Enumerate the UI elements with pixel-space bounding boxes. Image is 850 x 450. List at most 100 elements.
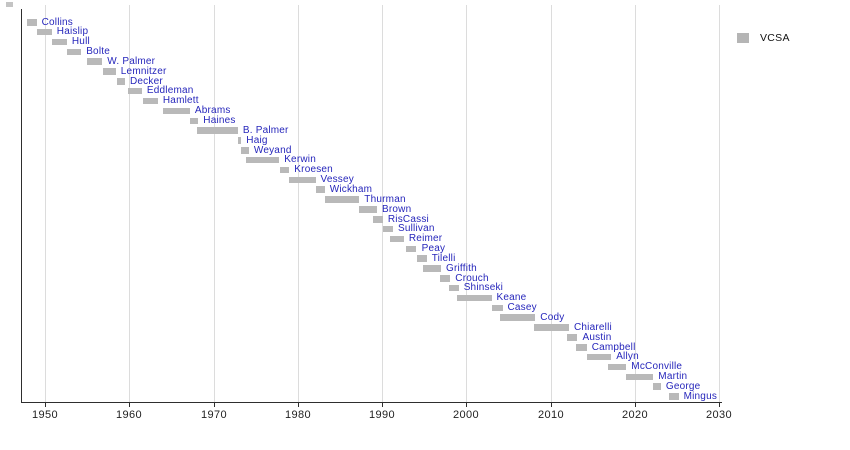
person-label-b-palmer[interactable]: B. Palmer [242,124,289,136]
person-label-hull[interactable]: Hull [71,36,90,48]
tenure-bar-collins[interactable] [26,19,37,26]
tenure-bar-decker[interactable] [116,78,125,85]
tenure-bar-griffith[interactable] [423,265,441,272]
tenure-bar-reimer[interactable] [390,235,404,243]
gridline-1990 [382,5,383,402]
person-label-vessey[interactable]: Vessey [320,174,354,186]
axis-tick-1950 [45,402,46,407]
gridline-1960 [129,5,130,402]
tenure-bar-eddleman[interactable] [128,87,142,95]
axis-tick-label-1990: 1990 [368,409,396,421]
axis-tick-label-1970: 1970 [200,409,228,421]
person-label-wickham[interactable]: Wickham [329,183,373,195]
tenure-bar-lemnitzer[interactable] [103,68,116,75]
person-label-casey[interactable]: Casey [507,302,537,314]
tenure-bar-thurman[interactable] [324,196,360,203]
tenure-bar-george[interactable] [652,383,661,390]
tenure-bar-mingus[interactable] [668,393,679,400]
gridline-1950 [45,5,46,402]
person-label-haines[interactable]: Haines [203,115,236,126]
person-label-bolte[interactable]: Bolte [86,46,110,57]
tenure-bar-weyand[interactable] [241,147,249,154]
tenure-bar-tilelli[interactable] [416,255,427,262]
tenure-bar-wickham[interactable] [315,186,325,193]
axis-tick-label-2000: 2000 [452,409,480,421]
person-label-reimer[interactable]: Reimer [408,233,443,245]
axis-tick-1980 [298,402,299,407]
tenure-bar-haines[interactable] [189,117,199,124]
tenure-bar-w-palmer[interactable] [87,58,103,65]
person-label-campbell[interactable]: Campbell [591,341,636,353]
person-label-riscassi[interactable]: RisCassi [387,213,429,225]
gridline-2000 [466,5,467,402]
person-label-eddleman[interactable]: Eddleman [146,85,194,97]
tenure-bar-bolte[interactable] [66,48,82,55]
tenure-bar-hamlett[interactable] [142,97,158,105]
gridline-1970 [214,5,215,402]
tenure-bar-abrams[interactable] [163,107,190,115]
person-label-crouch[interactable]: Crouch [455,272,489,284]
tenure-bar-shinseki[interactable] [449,284,459,292]
person-label-weyand[interactable]: Weyand [253,144,292,156]
tenure-bar-peay[interactable] [406,245,417,252]
axis-tick-label-1960: 1960 [115,409,143,421]
person-label-griffith[interactable]: Griffith [446,262,477,274]
axis-tick-2020 [635,402,636,407]
tenure-bar-cody[interactable] [500,314,536,321]
person-label-abrams[interactable]: Abrams [194,105,231,117]
axis-tick-label-1950: 1950 [31,409,59,421]
person-label-cody[interactable]: Cody [540,311,565,323]
person-label-hamlett[interactable]: Hamlett [162,95,199,107]
tenure-bar-chiarelli[interactable] [533,324,570,331]
tenure-bar-martin[interactable] [626,373,654,380]
person-label-w-palmer[interactable]: W. Palmer [107,55,156,67]
gridline-2010 [551,5,552,402]
person-label-decker[interactable]: Decker [130,75,163,87]
person-label-kerwin[interactable]: Kerwin [284,154,316,166]
person-label-martin[interactable]: Martin [658,371,688,382]
person-label-kroesen[interactable]: Kroesen [294,164,333,176]
tenure-bar-keane[interactable] [457,294,492,302]
gridline-1980 [298,5,299,402]
person-label-allyn[interactable]: Allyn [616,351,639,363]
person-label-collins[interactable]: Collins [41,16,74,28]
tenure-bar-sullivan[interactable] [382,225,393,233]
person-label-haislip[interactable]: Haislip [56,26,89,38]
tenure-bar-haislip[interactable] [36,28,52,36]
person-label-haig[interactable]: Haig [246,134,268,146]
tenure-bar-mcconville[interactable] [607,363,627,371]
person-label-brown[interactable]: Brown [382,203,412,215]
axis-tick-2000 [466,402,467,407]
tenure-bar-kroesen[interactable] [280,166,290,174]
tenure-bar-vessey[interactable] [288,176,316,184]
tenure-bar-b-palmer[interactable] [196,127,238,134]
tenure-bar-riscassi[interactable] [372,216,383,223]
tenure-bar-kerwin[interactable] [245,156,280,164]
tenure-bar-haig[interactable] [237,137,242,144]
tenure-bar-hull[interactable] [51,38,67,46]
tenure-bar-brown[interactable] [359,206,377,213]
person-label-chiarelli[interactable]: Chiarelli [574,321,612,333]
tenure-bar-casey[interactable] [491,304,503,312]
tenure-bar-allyn[interactable] [586,353,612,361]
legend: VCSA [737,32,790,44]
person-label-sullivan[interactable]: Sullivan [398,223,435,235]
person-label-thurman[interactable]: Thurman [364,193,406,205]
person-label-keane[interactable]: Keane [496,292,527,304]
person-label-shinseki[interactable]: Shinseki [463,282,504,294]
axis-tick-1960 [129,402,130,407]
person-label-austin[interactable]: Austin [582,331,612,343]
person-label-tilelli[interactable]: Tilelli [431,252,456,264]
axis-tick-2010 [551,402,552,407]
person-label-mingus[interactable]: Mingus [683,390,718,402]
person-label-george[interactable]: George [665,380,701,392]
person-label-lemnitzer[interactable]: Lemnitzer [120,65,167,77]
legend-swatch-vcsa [737,33,749,43]
axis-tick-1970 [214,402,215,407]
tenure-bar-crouch[interactable] [440,275,451,282]
tenure-bar-austin[interactable] [567,334,578,341]
corner-artifact-mark [6,2,13,7]
person-label-peay[interactable]: Peay [421,243,446,254]
person-label-mcconville[interactable]: McConville [631,361,683,373]
tenure-bar-campbell[interactable] [575,344,587,351]
